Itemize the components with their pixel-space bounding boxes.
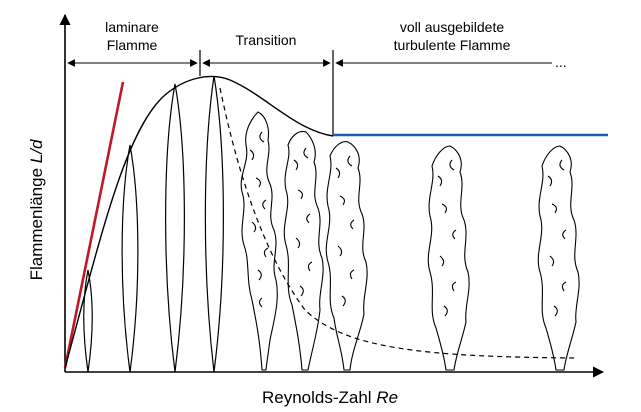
turbulent-flame xyxy=(427,145,470,371)
laminar-flame xyxy=(204,75,224,373)
y-axis-label-symbol: L/d xyxy=(27,139,46,163)
flame-length-curve xyxy=(64,75,334,369)
y-axis-label: Flammenlänge L/d xyxy=(27,139,46,280)
laminar-slope-line xyxy=(63,81,125,369)
turbulent-label-line1: voll ausgebildete xyxy=(400,19,505,35)
attached-flame-boundary xyxy=(219,87,579,359)
laminar-flame xyxy=(121,144,139,373)
transition-label: Transition xyxy=(236,32,297,48)
laminar-flame xyxy=(165,83,185,373)
transition-flame xyxy=(283,130,324,371)
turbulent-label-line2: turbulente Flamme xyxy=(394,37,511,53)
x-axis-label-main: Reynolds-Zahl xyxy=(262,388,376,407)
laminar-label-line1: laminare xyxy=(105,19,159,35)
laminar-flame xyxy=(83,269,93,373)
transition-flame xyxy=(240,111,278,371)
turbulent-flame xyxy=(537,145,580,371)
x-axis-label-symbol: Re xyxy=(376,388,398,407)
continuation-dots: ... xyxy=(555,54,567,70)
x-axis-label: Reynolds-Zahl Re xyxy=(262,388,398,407)
turbulent-flame xyxy=(325,141,368,371)
laminar-label-line2: Flamme xyxy=(107,37,158,53)
y-axis-label-main: Flammenlänge xyxy=(27,163,46,280)
